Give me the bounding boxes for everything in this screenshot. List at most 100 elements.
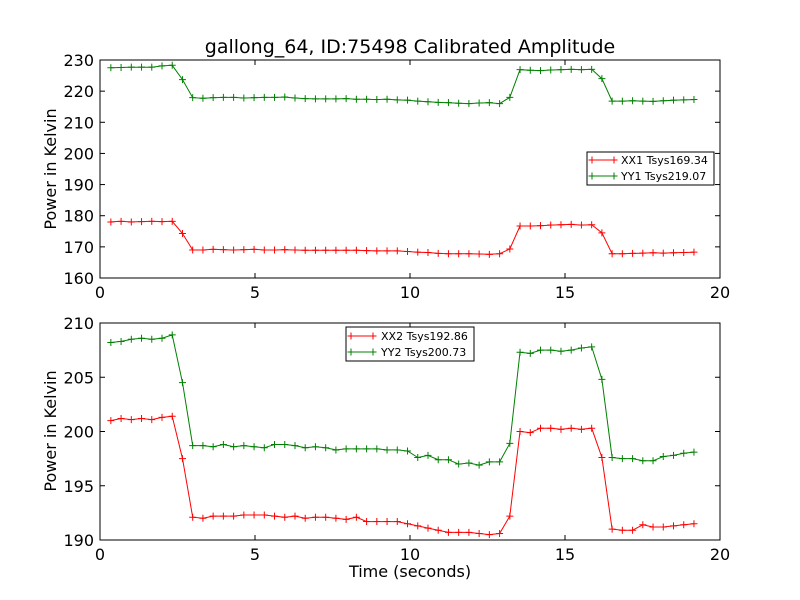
data-point-xx2 xyxy=(230,512,238,520)
data-point-xx1 xyxy=(577,221,585,229)
legend-label-yy2: YY2 Tsys200.73 xyxy=(380,346,466,359)
data-point-yy2 xyxy=(608,454,616,462)
data-point-yy1 xyxy=(577,66,585,74)
top-x-tick-label: 20 xyxy=(710,283,730,302)
data-point-xx2 xyxy=(475,529,483,537)
legend-marker-yy1 xyxy=(588,172,596,180)
data-point-xx1 xyxy=(373,247,381,255)
data-point-yy1 xyxy=(301,95,309,103)
data-point-xx1 xyxy=(260,246,268,254)
top-y-tick-label: 230 xyxy=(63,51,94,70)
data-point-xx1 xyxy=(506,245,514,253)
data-point-yy2 xyxy=(496,458,504,466)
data-point-yy2 xyxy=(178,379,186,387)
data-point-xx2 xyxy=(352,513,360,521)
legend-label-xx1: XX1 Tsys169.34 xyxy=(621,154,708,167)
data-point-yy2 xyxy=(393,446,401,454)
data-point-xx1 xyxy=(189,246,197,254)
data-point-xx2 xyxy=(107,417,115,425)
data-point-yy1 xyxy=(690,96,698,104)
data-point-yy1 xyxy=(158,62,166,70)
data-point-xx2 xyxy=(608,525,616,533)
data-point-xx2 xyxy=(618,526,626,534)
top-x-tick-label: 0 xyxy=(95,283,105,302)
data-point-xx1 xyxy=(117,217,125,225)
data-point-yy1 xyxy=(342,95,350,103)
data-point-yy1 xyxy=(598,75,606,83)
data-point-yy1 xyxy=(649,97,657,105)
data-point-yy1 xyxy=(322,95,330,103)
data-point-yy2 xyxy=(291,442,299,450)
top-y-tick-label: 160 xyxy=(63,269,94,288)
data-point-xx1 xyxy=(311,246,319,254)
data-point-yy2 xyxy=(311,443,319,451)
data-point-yy1 xyxy=(168,61,176,69)
data-point-xx2 xyxy=(363,518,371,526)
data-point-xx1 xyxy=(444,250,452,258)
data-point-xx2 xyxy=(342,515,350,523)
top-y-tick-label: 180 xyxy=(63,207,94,226)
data-point-xx2 xyxy=(455,528,463,536)
data-point-yy1 xyxy=(311,95,319,103)
data-point-xx1 xyxy=(547,221,555,229)
data-point-yy1 xyxy=(485,99,493,107)
data-point-yy2 xyxy=(444,456,452,464)
data-point-yy2 xyxy=(117,337,125,345)
data-point-xx2 xyxy=(373,518,381,526)
data-point-yy2 xyxy=(526,349,534,357)
data-point-xx1 xyxy=(649,249,657,257)
data-point-yy1 xyxy=(475,99,483,107)
data-point-yy1 xyxy=(680,96,688,104)
data-point-yy2 xyxy=(107,339,115,347)
data-point-yy1 xyxy=(506,93,514,101)
data-point-yy2 xyxy=(629,455,637,463)
legend-marker-xx1 xyxy=(610,156,618,164)
data-point-yy2 xyxy=(434,456,442,464)
data-point-yy1 xyxy=(127,63,135,71)
data-point-xx2 xyxy=(557,425,565,433)
data-point-xx2 xyxy=(250,511,258,519)
data-point-xx1 xyxy=(485,250,493,258)
data-point-xx2 xyxy=(649,523,657,531)
data-point-yy2 xyxy=(537,346,545,354)
data-point-yy2 xyxy=(557,347,565,355)
data-point-yy1 xyxy=(199,94,207,102)
data-point-xx1 xyxy=(567,220,575,228)
data-point-yy1 xyxy=(363,95,371,103)
data-point-xx2 xyxy=(414,522,422,530)
data-point-yy2 xyxy=(680,449,688,457)
data-point-xx1 xyxy=(618,250,626,258)
bottom-x-tick-label: 10 xyxy=(400,545,420,564)
data-point-yy1 xyxy=(588,65,596,73)
data-point-xx2 xyxy=(168,412,176,420)
data-point-yy2 xyxy=(690,448,698,456)
data-point-xx1 xyxy=(455,250,463,258)
x-axis-label: Time (seconds) xyxy=(348,562,471,581)
data-point-xx2 xyxy=(690,520,698,528)
data-point-xx1 xyxy=(557,221,565,229)
data-point-xx1 xyxy=(148,217,156,225)
data-point-yy1 xyxy=(455,99,463,107)
data-point-yy2 xyxy=(250,443,258,451)
data-point-yy2 xyxy=(465,459,473,467)
data-point-yy1 xyxy=(547,66,555,74)
data-point-yy1 xyxy=(526,66,534,74)
data-point-yy2 xyxy=(547,346,555,354)
series-line-xx2 xyxy=(110,415,695,536)
data-point-yy1 xyxy=(496,100,504,108)
data-point-xx2 xyxy=(322,513,330,521)
data-point-yy1 xyxy=(629,97,637,105)
data-point-yy1 xyxy=(608,97,616,105)
data-point-xx1 xyxy=(250,245,258,253)
data-point-xx2 xyxy=(567,424,575,432)
legend-marker-xx2 xyxy=(369,332,377,340)
data-point-xx1 xyxy=(639,249,647,257)
series-line-yy1 xyxy=(110,64,695,105)
figure-title: gallong_64, ID:75498 Calibrated Amplitud… xyxy=(205,36,615,58)
data-point-yy1 xyxy=(567,65,575,73)
data-point-xx1 xyxy=(475,250,483,258)
data-point-yy1 xyxy=(260,93,268,101)
data-point-xx2 xyxy=(240,511,248,519)
data-point-yy1 xyxy=(107,64,115,72)
data-point-yy2 xyxy=(567,346,575,354)
